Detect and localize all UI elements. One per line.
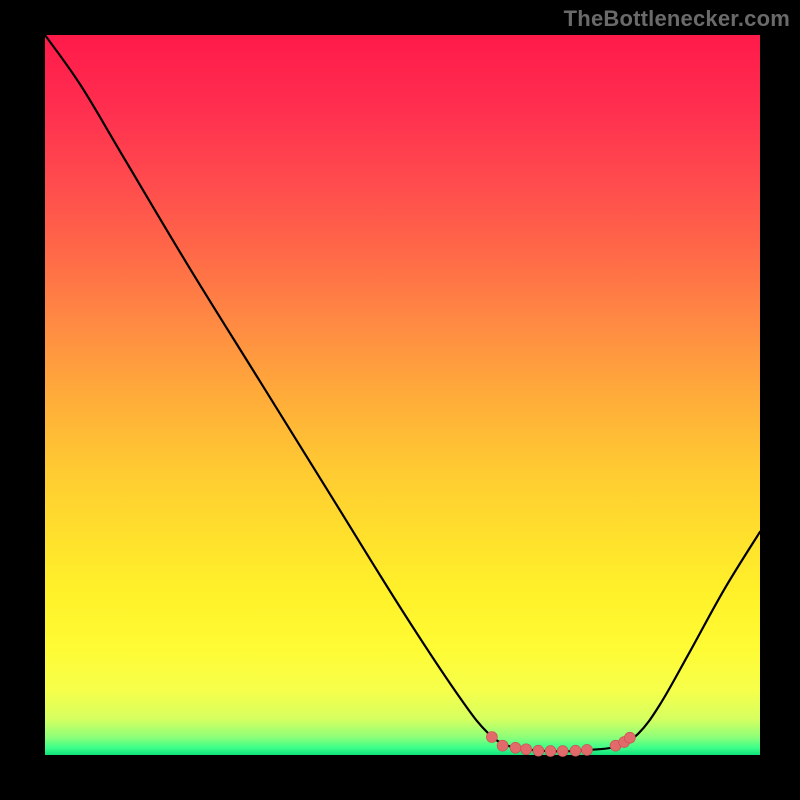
curve-marker (497, 740, 508, 751)
curve-marker (486, 732, 497, 743)
curve-marker (557, 746, 568, 757)
gradient-background (45, 35, 760, 755)
bottleneck-chart (0, 0, 800, 800)
curve-marker (570, 745, 581, 756)
curve-marker (521, 744, 532, 755)
curve-marker (545, 746, 556, 757)
curve-marker (581, 744, 592, 755)
watermark-text: TheBottlenecker.com (564, 6, 790, 32)
curve-marker (533, 745, 544, 756)
curve-marker (624, 732, 635, 743)
curve-marker (510, 742, 521, 753)
